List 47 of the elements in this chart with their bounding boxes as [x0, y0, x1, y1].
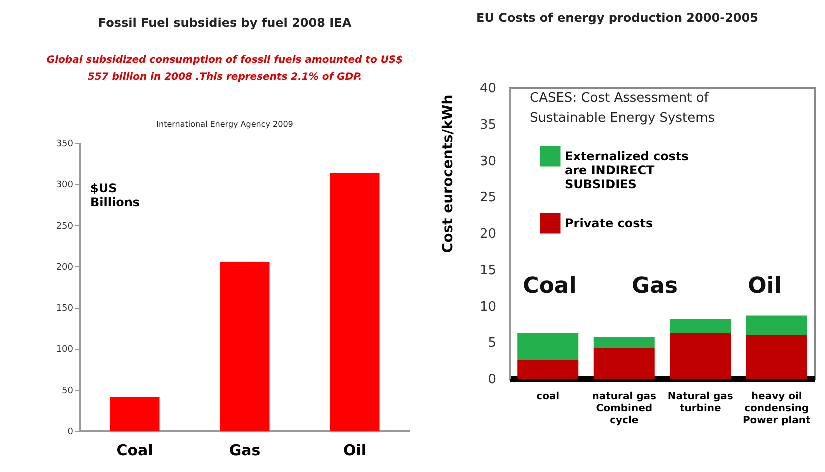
y-tick-label: 35 — [480, 118, 496, 133]
y-axis-title: $US Billions — [90, 182, 140, 210]
y-tick-label: 50 — [62, 386, 74, 396]
bar — [670, 333, 732, 379]
x-tick-label: heavy oil condensing Power plant — [742, 392, 812, 426]
y-tick-label: 5 — [488, 336, 496, 352]
bar — [518, 333, 579, 360]
bar — [220, 262, 270, 431]
bar — [746, 316, 808, 336]
y-axis-title: Cost eurocents/kWh — [440, 94, 456, 254]
y-tick-label: 25 — [480, 190, 496, 206]
y-tick-label: 150 — [56, 304, 74, 314]
y-tick-label: 20 — [480, 227, 496, 242]
chart-title: EU Costs of energy production 2000-2005 — [476, 11, 758, 25]
y-tick-label: 10 — [480, 300, 496, 315]
annotation: Coal — [523, 274, 577, 299]
legend-label: Externalized costs are INDIRECT SUBSIDIES — [565, 150, 689, 192]
y-tick-label: 200 — [56, 262, 74, 273]
bar — [110, 397, 160, 431]
bar — [594, 348, 655, 379]
text: International Energy Agency 2009 — [156, 120, 294, 129]
y-tick-label: 250 — [56, 222, 74, 232]
x-tick-label: Gas — [229, 442, 261, 460]
y-tick-label: 100 — [56, 345, 74, 356]
legend-label: Private costs — [565, 216, 654, 230]
annotation: CASES: Cost Assessment of Sustainable Energy Systems — [530, 91, 716, 126]
y-tick-label: 0 — [488, 372, 496, 388]
annotation: Oil — [748, 274, 782, 299]
bar — [670, 319, 732, 334]
y-tick-label: 15 — [480, 263, 496, 278]
chart-title: Fossil Fuel subsidies by fuel 2008 IEA — [98, 16, 352, 30]
text: Global subsidized consumption of fossil fuels amounted to US$ 557 billion in 2008 .This represents 2.1% of GDP. — [46, 55, 404, 83]
x-tick-label: natural gas Combined cycle — [592, 392, 657, 426]
y-tick-label: 0 — [68, 428, 74, 438]
x-tick-label: coal — [536, 392, 560, 402]
annotation: Gas — [632, 274, 678, 299]
y-tick-label: 300 — [56, 180, 74, 191]
y-tick-label: 40 — [480, 82, 496, 96]
y-tick-label: 350 — [56, 140, 74, 150]
x-tick-label: Oil — [343, 442, 367, 460]
x-tick-label: Natural gas turbine — [668, 392, 734, 414]
bar — [594, 338, 655, 348]
bar — [330, 173, 380, 431]
bar — [746, 335, 808, 379]
x-tick-label: Coal — [116, 442, 154, 460]
bar — [518, 360, 579, 379]
y-tick-label: 30 — [480, 154, 496, 170]
